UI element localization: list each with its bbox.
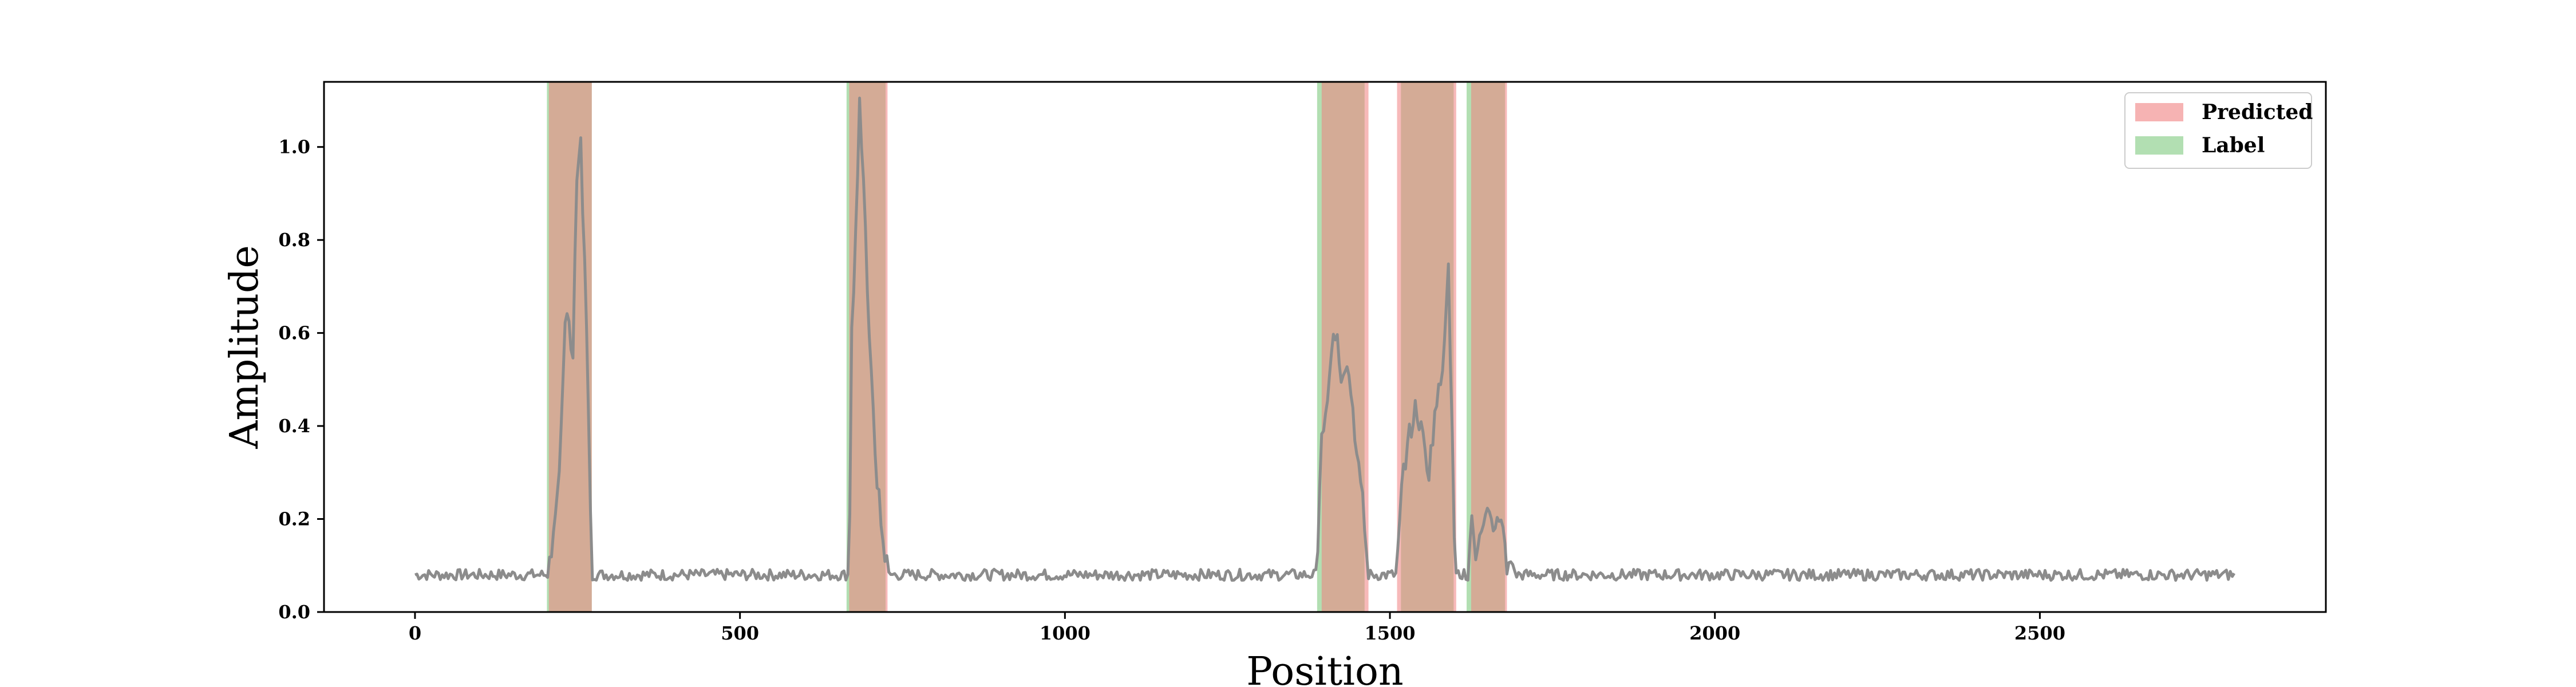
y-tick-label-5: 1.0 (278, 136, 310, 158)
x-tick-label-2: 1000 (1040, 622, 1091, 644)
predicted-region-3 (1397, 82, 1456, 612)
x-axis: 0 500 1000 1500 2000 2500 (409, 612, 2065, 644)
y-tick-label-1: 0.2 (278, 508, 310, 530)
legend-label-predicted: Predicted (2202, 100, 2313, 124)
y-tick-label-4: 0.8 (278, 229, 310, 251)
x-tick-label-0: 0 (409, 622, 421, 644)
y-tick-label-2: 0.4 (278, 415, 310, 437)
legend: Predicted Label (2124, 92, 2313, 169)
x-tick-label-1: 500 (721, 622, 759, 644)
x-tick-label-5: 2500 (2014, 622, 2065, 644)
x-axis-title: Position (1246, 649, 1403, 687)
legend-label-label: Label (2202, 133, 2265, 157)
y-tick-label-0: 0.0 (278, 601, 310, 623)
amplitude-line-layer (414, 96, 2236, 582)
plot-frame (323, 81, 2327, 613)
y-axis-title: Amplitude (222, 245, 267, 449)
amplitude-line (414, 96, 2236, 582)
y-tick-label-3: 0.6 (278, 322, 310, 344)
legend-swatch-label (2135, 136, 2183, 155)
legend-swatch-predicted (2135, 103, 2183, 121)
y-axis: 0.0 0.2 0.4 0.6 0.8 1.0 (278, 136, 324, 623)
x-tick-label-4: 2000 (1689, 622, 1740, 644)
highlight-regions (547, 82, 1507, 612)
x-tick-label-3: 1500 (1365, 622, 1416, 644)
predicted-region-2 (1321, 82, 1369, 612)
predicted-region-4 (1471, 82, 1507, 612)
